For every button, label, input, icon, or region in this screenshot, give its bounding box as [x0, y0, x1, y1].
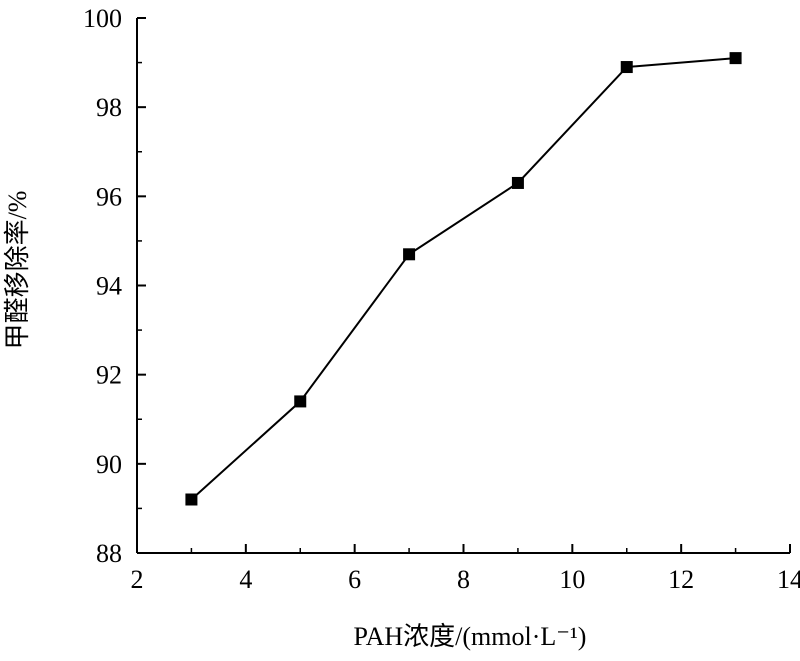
x-tick-label: 8	[457, 565, 470, 594]
data-point-marker	[729, 52, 742, 65]
y-tick-label: 100	[83, 4, 122, 33]
data-markers	[185, 52, 742, 506]
data-point-marker	[185, 493, 198, 506]
y-tick-label: 96	[96, 182, 122, 211]
major-ticks	[136, 17, 791, 554]
y-axis-title: 甲醛移除率/%	[3, 191, 32, 350]
y-tick-label: 94	[96, 272, 122, 301]
x-tick-label: 2	[131, 565, 144, 594]
x-tick-label: 6	[348, 565, 361, 594]
data-point-marker	[294, 395, 307, 408]
data-point-marker	[620, 61, 633, 74]
y-tick-label: 90	[96, 450, 122, 479]
tick-labels: 2 4 6 8 10 12 14 88 90 92 94 96 98 100	[83, 4, 800, 594]
x-tick-label: 12	[668, 565, 694, 594]
data-point-marker	[403, 248, 416, 261]
x-axis-title: PAH浓度/(mmol·L⁻¹)	[354, 622, 587, 651]
x-tick-label: 14	[777, 565, 800, 594]
y-tick-label: 92	[96, 361, 122, 390]
x-tick-label: 4	[239, 565, 252, 594]
y-tick-label: 98	[96, 93, 122, 122]
y-tick-label: 88	[96, 539, 122, 568]
series-line	[190, 57, 736, 501]
data-point-marker	[511, 176, 524, 189]
minor-ticks	[137, 61, 737, 553]
x-tick-label: 10	[559, 565, 585, 594]
